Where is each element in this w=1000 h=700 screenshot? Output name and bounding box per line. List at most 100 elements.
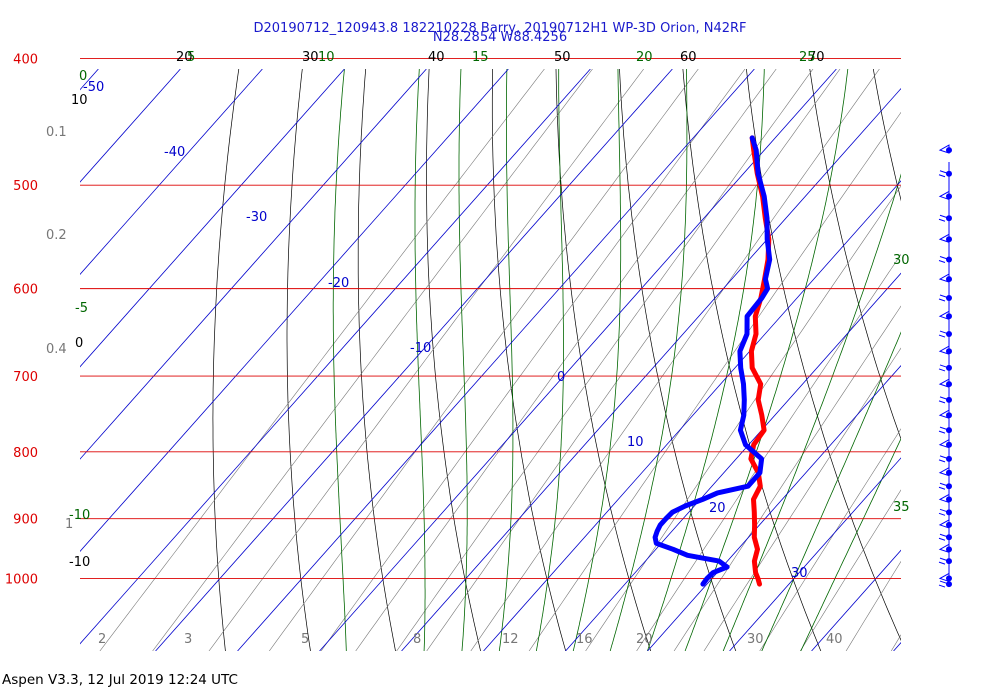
wind-barb [939, 580, 950, 585]
isotherm-line [155, 69, 673, 651]
moist-adiabat-label: -10 [69, 508, 90, 523]
moist-adiabat-line [458, 69, 468, 651]
wind-barb [938, 298, 946, 302]
isobar-label: 500 [13, 179, 38, 194]
wind-barb [939, 482, 950, 487]
isotherm-line [237, 69, 755, 651]
moist-adiabat-line [647, 69, 765, 651]
isobar-label: 900 [13, 513, 38, 528]
isotherm-line [80, 69, 509, 553]
dry-adiabat-label: 30 [302, 50, 319, 65]
wind-barb [939, 557, 950, 562]
isobar-label: 800 [13, 446, 38, 461]
wind-pennant [938, 345, 950, 355]
wind-pennant [938, 543, 950, 554]
wind-pennant [938, 493, 950, 504]
wind-barb [938, 584, 946, 588]
wind-barb [939, 426, 950, 431]
isotherm-line [811, 549, 901, 651]
wind-barb [939, 256, 950, 261]
dry-adiabat-label: 20 [176, 50, 193, 65]
dry-adiabat-line [682, 69, 822, 651]
moist-adiabat-line [498, 69, 514, 651]
moist-adiabat-label: 15 [472, 50, 489, 65]
dry-adiabat-line [809, 69, 901, 441]
background-grid [0, 69, 1000, 651]
mixing-ratio-line [99, 69, 545, 651]
wind-pennant [938, 519, 950, 529]
isobar-label: 600 [13, 283, 38, 298]
mixing-ratio-label: 12 [502, 632, 519, 647]
wind-barb [939, 396, 950, 401]
isotherm-label: -50 [83, 80, 104, 95]
mixing-ratio-line [208, 69, 645, 651]
dry-adiabat-label: 60 [680, 50, 697, 65]
isotherm-line [80, 69, 345, 368]
dry-adiabat-line [937, 69, 1000, 651]
wind-barb [939, 294, 950, 299]
wind-pennant [938, 233, 950, 243]
isotherm-line [401, 87, 901, 651]
isotherm-label: 20 [709, 501, 726, 516]
wind-barb [938, 174, 946, 178]
dry-adiabat-line [426, 69, 481, 651]
mixing-ratio-label: 1 [65, 517, 73, 532]
footer-text: Aspen V3.3, 12 Jul 2019 12:24 UTC [2, 672, 238, 688]
moist-adiabat-label: 20 [636, 50, 653, 65]
mixing-ratio-line [585, 185, 901, 651]
mixing-ratio-label: 0.2 [46, 228, 67, 243]
moist-adiabat-line [414, 69, 426, 651]
wind-barb [938, 561, 946, 565]
wind-barb [938, 459, 946, 463]
wind-pennant [938, 438, 950, 449]
mixing-ratio-line [320, 69, 746, 651]
isobar-label: 700 [13, 370, 38, 385]
chart-subtitle: N28.2854 W88.4256 [433, 30, 567, 45]
moist-adiabat-label: 10 [318, 50, 335, 65]
isotherm-line [80, 69, 591, 645]
wind-pennant [938, 572, 950, 583]
mixing-ratio-label: 40 [826, 632, 843, 647]
dry-adiabat-line [286, 69, 311, 651]
mixing-ratio-line [799, 489, 901, 651]
isobars: 400 500 600 700 800 900 10 0 0 [5, 53, 901, 587]
dry-adiabat-label: 40 [428, 50, 445, 65]
isotherm-label: 30 [791, 566, 808, 581]
mixing-ratio-label: 5 [301, 632, 309, 647]
moist-adiabat-label: 0 [79, 69, 87, 84]
mixing-ratio-line [268, 69, 699, 651]
mixing-ratio-line [152, 69, 593, 651]
wind-barb [939, 170, 950, 175]
dry-adiabat-line [491, 69, 567, 651]
isotherm-label: -20 [328, 276, 349, 291]
wind-pennant [938, 378, 950, 388]
chart-title: D20190712_120943.8 182210228 Barry, 2019… [254, 21, 747, 36]
dry-adiabat-line [746, 69, 901, 642]
wind-barb [938, 486, 946, 490]
moist-adiabat-label: -5 [75, 301, 88, 316]
isotherm-line [0, 69, 16, 651]
isotherm-line [729, 457, 901, 651]
wind-barb [938, 537, 946, 541]
dry-adiabat-label: 50 [554, 50, 571, 65]
dry-adiabat-label: 70 [808, 50, 825, 65]
isobar-label: 400 [13, 53, 38, 68]
wind-pennant [938, 144, 950, 154]
moist-adiabat-line [572, 69, 622, 651]
mixing-ratio-line [355, 69, 777, 651]
wind-barb [938, 334, 946, 338]
wind-barb [939, 508, 950, 513]
mixing-ratio-label: 20 [636, 632, 653, 647]
mixing-ratio-line [890, 634, 901, 651]
dry-adiabat-label: 10 [71, 93, 88, 108]
mixing-ratio-label: 30 [747, 632, 764, 647]
wind-barb [939, 455, 950, 460]
isotherm-line [319, 69, 837, 651]
moist-adiabat-line [609, 69, 688, 651]
isotherm-label: 0 [557, 370, 565, 385]
dry-adiabat-line [872, 69, 901, 202]
wind-pennant [938, 190, 950, 201]
isotherm-label: -40 [164, 145, 185, 160]
wind-barb [938, 260, 946, 264]
